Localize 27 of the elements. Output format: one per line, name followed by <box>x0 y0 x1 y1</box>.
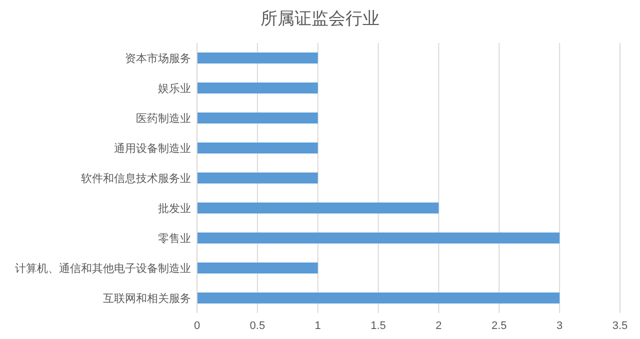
y-tick-label: 资本市场服务 <box>125 52 191 65</box>
x-tick-label: 2.5 <box>491 320 507 332</box>
bar <box>197 202 439 214</box>
y-tick-label: 软件和信息技术服务业 <box>81 172 191 185</box>
x-tick-label: 1 <box>314 320 321 332</box>
x-tick-label: 1.5 <box>370 320 386 332</box>
bar <box>197 142 318 154</box>
bar <box>197 112 318 124</box>
x-tick-label: 3 <box>556 320 563 332</box>
y-tick-label: 零售业 <box>158 232 191 245</box>
y-tick-label: 计算机、通信和其他电子设备制造业 <box>15 262 191 275</box>
y-tick-label: 互联网和相关服务 <box>103 292 191 305</box>
bar <box>197 82 318 94</box>
y-tick-label: 医药制造业 <box>136 112 191 125</box>
x-tick-label: 0 <box>194 320 200 332</box>
bar <box>197 232 560 244</box>
y-tick-label: 娱乐业 <box>158 82 191 95</box>
chart-title: 所属证监会行业 <box>260 9 380 28</box>
x-tick-label: 3.5 <box>612 320 628 332</box>
x-tick-label: 0.5 <box>250 320 266 332</box>
bar <box>197 262 318 274</box>
bar <box>197 292 560 304</box>
x-tick-label: 2 <box>436 320 442 332</box>
bar <box>197 52 318 64</box>
y-tick-label: 批发业 <box>158 202 191 215</box>
y-tick-label: 通用设备制造业 <box>114 142 191 155</box>
bar <box>197 172 318 184</box>
